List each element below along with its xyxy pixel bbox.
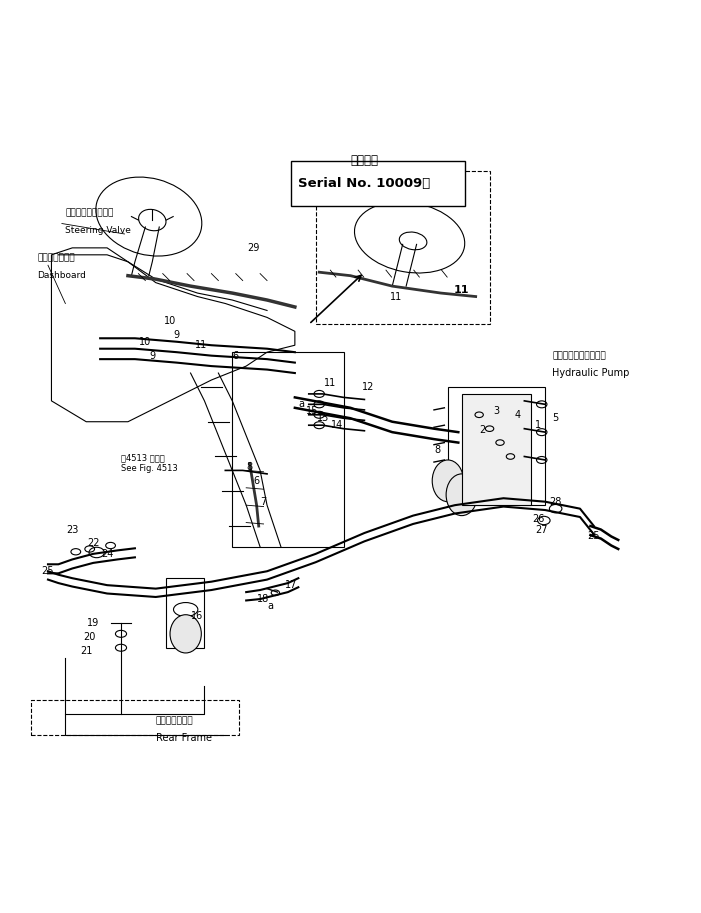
Text: 7: 7 xyxy=(261,497,266,507)
Text: 11: 11 xyxy=(454,285,470,295)
Text: Serial No. 10009～: Serial No. 10009～ xyxy=(299,177,430,191)
Bar xyxy=(31,700,239,735)
Text: Dashboard: Dashboard xyxy=(38,271,86,280)
Text: ダッシュボード: ダッシュボード xyxy=(38,254,75,263)
Text: Steering Valve: Steering Valve xyxy=(65,226,131,235)
Text: 6: 6 xyxy=(254,476,259,486)
Text: 4: 4 xyxy=(515,410,520,420)
Text: 18: 18 xyxy=(257,594,270,604)
Text: 29: 29 xyxy=(247,243,259,253)
Text: 1: 1 xyxy=(535,420,541,430)
Text: 11: 11 xyxy=(324,379,336,388)
Text: 3: 3 xyxy=(494,406,500,416)
Text: 8: 8 xyxy=(247,462,253,472)
Text: 9: 9 xyxy=(149,351,156,361)
Text: 10: 10 xyxy=(163,316,176,326)
Text: Hydraulic Pump: Hydraulic Pump xyxy=(552,368,629,378)
Ellipse shape xyxy=(446,474,477,516)
Text: 20: 20 xyxy=(83,633,96,643)
Text: 24: 24 xyxy=(101,549,114,559)
Text: 13: 13 xyxy=(317,414,329,424)
Bar xyxy=(166,578,205,647)
Text: 家4513 図参照
See Fig. 4513: 家4513 図参照 See Fig. 4513 xyxy=(121,454,178,473)
Text: ハイドロリックポンプ: ハイドロリックポンプ xyxy=(552,352,606,360)
Text: 8: 8 xyxy=(435,445,440,455)
Text: 14: 14 xyxy=(330,420,343,430)
Text: 25: 25 xyxy=(42,566,54,576)
Text: 16: 16 xyxy=(191,612,203,622)
Text: Rear Frame: Rear Frame xyxy=(156,733,212,743)
Bar xyxy=(462,394,531,505)
Ellipse shape xyxy=(170,614,201,653)
Text: 15: 15 xyxy=(306,406,318,416)
Ellipse shape xyxy=(433,460,463,502)
Text: 10: 10 xyxy=(139,337,151,347)
Text: 5: 5 xyxy=(552,414,559,424)
Text: 11: 11 xyxy=(195,341,207,351)
Text: 6: 6 xyxy=(233,351,239,361)
Bar xyxy=(448,387,545,505)
Text: 19: 19 xyxy=(87,618,100,628)
Text: 12: 12 xyxy=(362,382,374,392)
Text: 11: 11 xyxy=(390,291,402,301)
Bar xyxy=(232,352,343,547)
Text: 2: 2 xyxy=(479,425,486,436)
Text: 23: 23 xyxy=(66,525,79,534)
Text: 25: 25 xyxy=(587,531,600,541)
Text: 27: 27 xyxy=(536,525,548,534)
Text: a: a xyxy=(268,601,273,611)
Text: 適用号機: 適用号機 xyxy=(350,154,379,167)
Text: 21: 21 xyxy=(80,646,93,656)
Text: 17: 17 xyxy=(285,580,298,590)
Text: ステアリングバルブ: ステアリングバルブ xyxy=(65,208,114,217)
Bar xyxy=(315,172,489,324)
Text: 26: 26 xyxy=(532,514,545,524)
Text: 9: 9 xyxy=(174,330,179,340)
Text: 22: 22 xyxy=(87,539,100,549)
Text: 28: 28 xyxy=(550,497,562,507)
Text: リヤーフレーム: リヤーフレーム xyxy=(156,717,193,725)
Text: a: a xyxy=(299,399,305,409)
FancyBboxPatch shape xyxy=(292,161,465,206)
